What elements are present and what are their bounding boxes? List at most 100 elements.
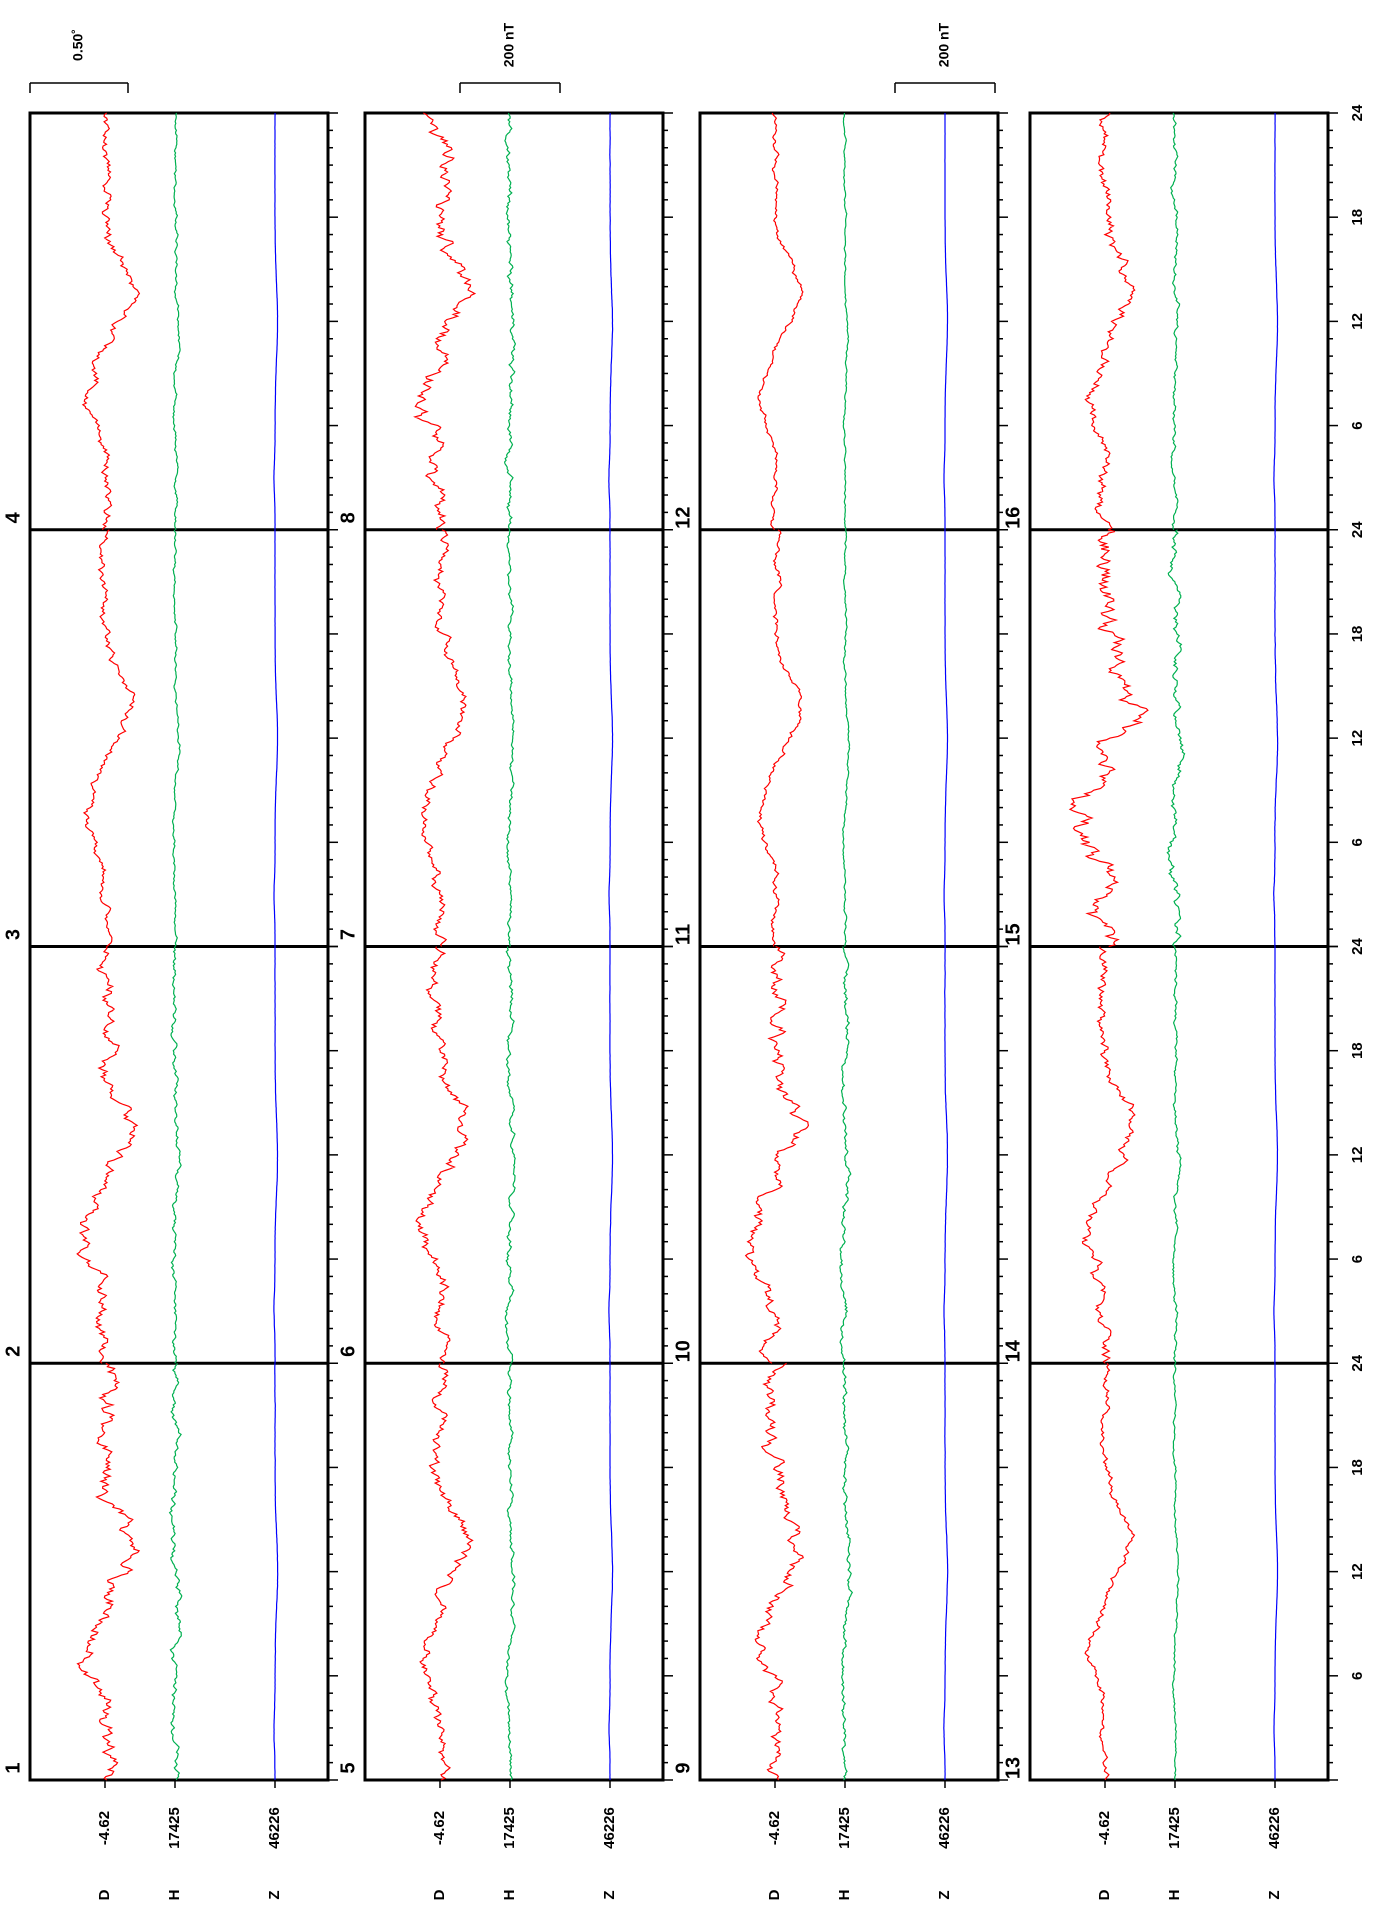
baseline-label-z: 46226 (936, 1807, 953, 1849)
day-number-1: 1 (2, 1762, 24, 1773)
baseline-label-z: 46226 (1266, 1807, 1283, 1849)
component-label-h: H (501, 1890, 518, 1901)
trace-d-day-1 (76, 1362, 141, 1781)
trace-z-day-2 (273, 946, 279, 1364)
baseline-label-d: -4.62 (96, 1811, 113, 1845)
trace-h-day-10 (839, 946, 852, 1364)
hour-label-24: 24 (1349, 938, 1366, 955)
component-label-h: H (1166, 1890, 1183, 1901)
panels-group (28, 82, 1338, 1788)
hour-label-24: 24 (1349, 521, 1366, 538)
day-number-13: 13 (1002, 1757, 1024, 1779)
component-label-h: H (836, 1890, 853, 1901)
trace-h-day-12 (842, 113, 850, 530)
trace-h-day-15 (1166, 529, 1186, 947)
trace-d-day-4 (81, 112, 141, 531)
component-label-z: Z (601, 1890, 618, 1899)
baseline-label-h: 17425 (166, 1807, 183, 1849)
trace-d-day-7 (421, 529, 467, 947)
trace-z-day-12 (943, 113, 949, 530)
trace-d-day-9 (754, 1362, 804, 1781)
hour-label-6: 6 (1349, 421, 1366, 429)
hour-label-18: 18 (1349, 1042, 1366, 1059)
day-number-5: 5 (337, 1762, 359, 1773)
trace-d-day-6 (415, 946, 469, 1364)
scale-bar-label-h: 200 nT (501, 22, 517, 67)
trace-h-day-1 (168, 1362, 183, 1781)
trace-d-day-12 (757, 112, 804, 531)
day-number-12: 12 (672, 507, 694, 529)
trace-h-day-2 (170, 946, 182, 1364)
trace-h-day-5 (504, 1362, 516, 1781)
trace-z-day-1 (273, 1363, 279, 1780)
hour-label-6: 6 (1349, 1672, 1366, 1680)
trace-h-day-8 (503, 112, 517, 530)
trace-h-day-11 (842, 529, 851, 947)
baseline-label-d: -4.62 (431, 1811, 448, 1845)
trace-z-day-15 (1273, 529, 1279, 947)
trace-z-day-11 (943, 529, 949, 947)
component-label-d: D (766, 1889, 783, 1900)
scale-bar-label-d: 0.50˚ (70, 29, 86, 61)
day-number-16: 16 (1002, 507, 1024, 529)
hour-label-6: 6 (1349, 1255, 1366, 1263)
trace-z-day-14 (1273, 946, 1279, 1364)
trace-z-day-5 (608, 1363, 614, 1780)
baseline-label-h: 17425 (1166, 1807, 1183, 1849)
scale-bar-label-z: 200 nT (936, 22, 952, 67)
trace-d-day-11 (756, 529, 803, 947)
trace-z-day-10 (943, 946, 949, 1364)
trace-z-day-9 (943, 1363, 949, 1780)
hour-label-12: 12 (1349, 730, 1366, 747)
trace-z-day-6 (608, 946, 614, 1364)
day-number-7: 7 (337, 929, 359, 940)
trace-z-day-16 (1273, 112, 1279, 530)
component-label-z: Z (936, 1890, 953, 1899)
day-number-11: 11 (672, 924, 694, 945)
trace-d-day-3 (82, 529, 136, 947)
hour-label-18: 18 (1349, 626, 1366, 643)
trace-z-day-3 (273, 529, 279, 947)
baseline-label-d: -4.62 (766, 1811, 783, 1845)
trace-z-day-8 (608, 113, 614, 530)
day-number-9: 9 (672, 1762, 694, 1773)
component-label-z: Z (266, 1890, 283, 1899)
trace-z-day-7 (608, 529, 614, 947)
hour-label-18: 18 (1349, 209, 1366, 226)
component-label-d: D (431, 1889, 448, 1900)
day-number-6: 6 (337, 1346, 359, 1357)
trace-h-day-6 (504, 946, 516, 1364)
trace-h-day-9 (841, 1363, 854, 1781)
component-label-d: D (1096, 1889, 1113, 1900)
baseline-label-z: 46226 (601, 1807, 618, 1849)
trace-h-day-3 (171, 529, 181, 947)
trace-d-day-16 (1084, 112, 1136, 531)
trace-d-day-5 (419, 1363, 474, 1781)
trace-h-day-14 (1171, 946, 1182, 1364)
baseline-label-h: 17425 (501, 1807, 518, 1849)
trace-d-day-2 (76, 946, 139, 1364)
trace-d-day-8 (413, 112, 477, 530)
trace-h-day-7 (506, 529, 515, 947)
trace-h-day-13 (1171, 1363, 1180, 1781)
hour-label-24: 24 (1349, 1354, 1366, 1371)
baseline-label-h: 17425 (836, 1807, 853, 1849)
trace-d-day-10 (744, 945, 810, 1364)
hour-label-6: 6 (1349, 838, 1366, 846)
baseline-label-d: -4.62 (1096, 1811, 1113, 1845)
component-label-d: D (96, 1889, 113, 1900)
day-number-14: 14 (1002, 1339, 1024, 1362)
hour-label-12: 12 (1349, 313, 1366, 330)
baseline-label-z: 46226 (266, 1807, 283, 1849)
day-number-4: 4 (2, 511, 24, 523)
hour-label-18: 18 (1349, 1459, 1366, 1476)
trace-z-day-13 (1273, 1363, 1279, 1780)
day-number-8: 8 (337, 512, 359, 523)
trace-d-day-15 (1068, 529, 1149, 948)
hour-label-12: 12 (1349, 1563, 1366, 1580)
hour-label-12: 12 (1349, 1147, 1366, 1164)
day-number-10: 10 (672, 1340, 694, 1362)
day-number-2: 2 (2, 1346, 24, 1357)
hour-label-24: 24 (1349, 104, 1366, 121)
